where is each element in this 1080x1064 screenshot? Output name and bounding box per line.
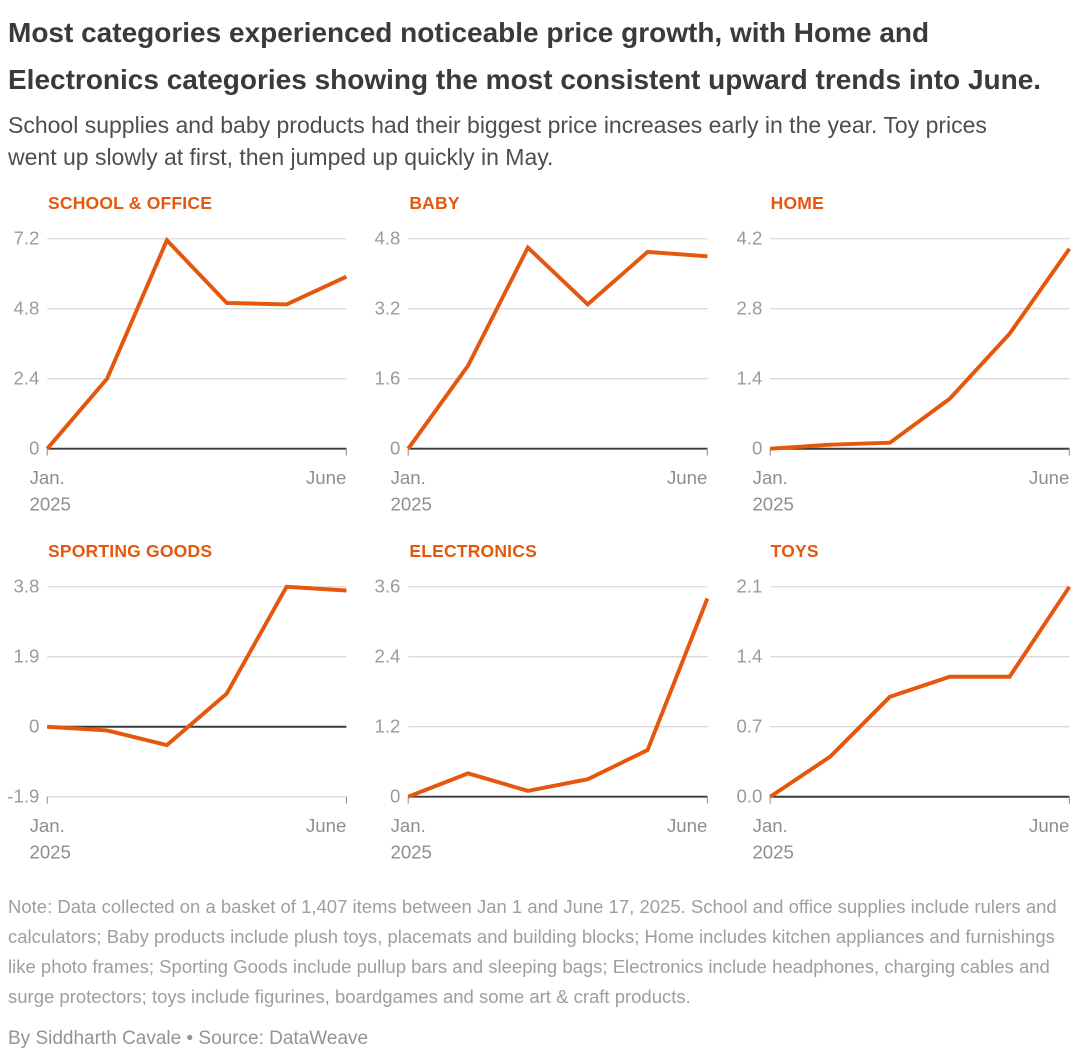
chart-svg: 3.6 2.4 1.2 0 Jan. 2025 June	[375, 577, 710, 863]
svg-text:3.2: 3.2	[375, 298, 401, 319]
svg-text:2025: 2025	[391, 842, 432, 863]
svg-text:4.8: 4.8	[375, 229, 401, 249]
svg-text:0: 0	[390, 786, 400, 807]
panel-school-office: SCHOOL & OFFICE 7.2 4.8 2.4 0 Jan. 2025 June	[8, 193, 349, 517]
source-note: Note: Data collected on a basket of 1,40…	[8, 895, 1057, 1007]
svg-text:0: 0	[390, 437, 400, 458]
chart-svg: 7.2 4.8 2.4 0 Jan. 2025 June	[13, 229, 348, 514]
panel-home: HOME 4.2 2.8 1.4 0 Jan. 2025 June	[731, 193, 1072, 517]
svg-text:June: June	[306, 815, 346, 836]
panel-electronics: ELECTRONICS 3.6 2.4 1.2 0 Jan. 2025 June	[369, 541, 710, 865]
chart-svg: 4.8 3.2 1.6 0 Jan. 2025 June	[375, 229, 709, 514]
chart-subtitle: School supplies and baby products had th…	[8, 109, 1072, 173]
svg-text:June: June	[1029, 815, 1069, 836]
svg-text:4.2: 4.2	[736, 229, 762, 249]
svg-text:3.8: 3.8	[13, 577, 39, 597]
svg-text:2025: 2025	[752, 842, 793, 863]
svg-text:June: June	[306, 467, 346, 488]
svg-text:Jan.: Jan.	[391, 467, 426, 488]
svg-text:4.8: 4.8	[13, 298, 39, 319]
svg-text:Jan.: Jan.	[752, 467, 787, 488]
svg-text:1.4: 1.4	[736, 646, 762, 667]
chart-title: Most categories experienced noticeable p…	[8, 10, 1072, 104]
chart-title-line-2: Electronics categories showing the most …	[8, 63, 1042, 95]
svg-text:June: June	[667, 815, 707, 836]
svg-text:Jan.: Jan.	[30, 467, 65, 488]
chart-footer: Note: Data collected on a basket of 1,40…	[8, 892, 1072, 1050]
line-chart-sporting-goods: 3.8 1.9 0 -1.9 Jan. 2025 June	[8, 577, 349, 865]
panel-title-home: HOME	[770, 192, 824, 213]
svg-text:June: June	[667, 467, 707, 488]
svg-text:2.4: 2.4	[375, 646, 401, 667]
line-chart-electronics: 3.6 2.4 1.2 0 Jan. 2025 June	[369, 577, 710, 865]
chart-title-line-1: Most categories experienced noticeable p…	[8, 17, 930, 48]
svg-text:7.2: 7.2	[13, 229, 39, 249]
chart-subtitle-line-1: School supplies and baby products had th…	[8, 111, 987, 138]
svg-text:Jan.: Jan.	[391, 815, 426, 836]
line-chart-school-office: 7.2 4.8 2.4 0 Jan. 2025 June	[8, 229, 349, 517]
svg-text:0: 0	[29, 437, 39, 458]
svg-text:0: 0	[752, 437, 762, 458]
svg-text:2025: 2025	[391, 493, 432, 514]
panel-title-school-office: SCHOOL & OFFICE	[48, 192, 213, 213]
svg-text:3.6: 3.6	[375, 577, 401, 597]
chart-svg: 3.8 1.9 0 -1.9 Jan. 2025 June	[8, 577, 347, 863]
svg-text:0.0: 0.0	[736, 786, 762, 807]
chart-svg: 4.2 2.8 1.4 0 Jan. 2025 June	[736, 229, 1071, 514]
svg-text:June: June	[1029, 467, 1069, 488]
svg-text:1.9: 1.9	[13, 646, 39, 667]
svg-text:2025: 2025	[29, 842, 70, 863]
svg-text:Jan.: Jan.	[752, 815, 787, 836]
svg-text:Jan.: Jan.	[30, 815, 65, 836]
chart-subtitle-line-2: went up slowly at first, then jumped up …	[8, 143, 554, 170]
small-multiples-grid: SCHOOL & OFFICE 7.2 4.8 2.4 0 Jan. 2025 June B…	[8, 193, 1072, 866]
panel-title-electronics: ELECTRONICS	[409, 541, 537, 562]
svg-text:-1.9: -1.9	[8, 786, 39, 807]
svg-text:2025: 2025	[29, 493, 70, 514]
byline: By Siddharth Cavale • Source: DataWeave	[8, 1027, 369, 1049]
panel-baby: BABY 4.8 3.2 1.6 0 Jan. 2025 June	[369, 193, 710, 517]
svg-text:2025: 2025	[752, 493, 793, 514]
svg-text:1.2: 1.2	[375, 716, 401, 737]
svg-text:2.8: 2.8	[736, 298, 762, 319]
svg-text:2.4: 2.4	[13, 367, 39, 388]
panel-toys: TOYS 2.1 1.4 0.7 0.0 Jan. 2025 June	[731, 541, 1072, 865]
svg-text:1.4: 1.4	[736, 368, 762, 389]
line-chart-toys: 2.1 1.4 0.7 0.0 Jan. 2025 June	[731, 577, 1072, 865]
svg-text:0: 0	[29, 716, 39, 737]
panel-title-baby: BABY	[409, 192, 460, 213]
svg-text:1.6: 1.6	[375, 367, 401, 388]
line-chart-home: 4.2 2.8 1.4 0 Jan. 2025 June	[731, 229, 1072, 517]
chart-header: Most categories experienced noticeable p…	[8, 10, 1072, 173]
line-chart-baby: 4.8 3.2 1.6 0 Jan. 2025 June	[369, 229, 710, 517]
panel-title-toys: TOYS	[770, 541, 819, 562]
svg-text:2.1: 2.1	[736, 577, 762, 597]
panel-title-sporting-goods: SPORTING GOODS	[48, 541, 213, 562]
svg-text:0.7: 0.7	[736, 716, 762, 737]
panel-sporting-goods: SPORTING GOODS 3.8 1.9 0 -1.9 Jan. 2025 June	[8, 541, 349, 865]
chart-svg: 2.1 1.4 0.7 0.0 Jan. 2025 June	[736, 577, 1071, 863]
